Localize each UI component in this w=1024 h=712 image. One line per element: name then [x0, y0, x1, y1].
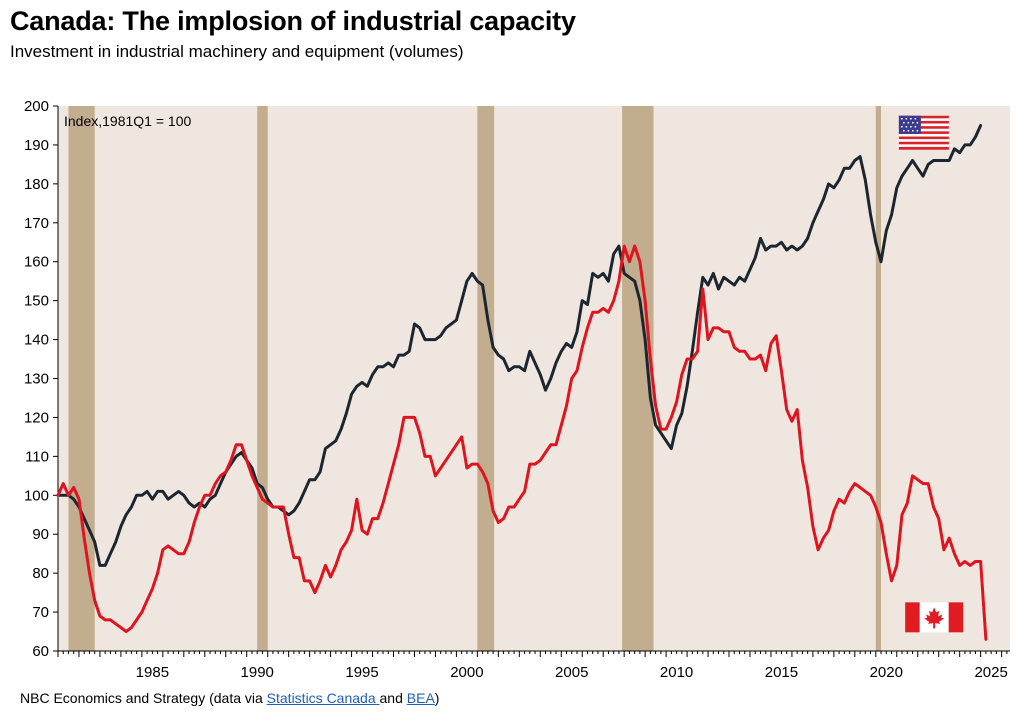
y-tick-label: 90 — [32, 526, 49, 543]
x-tick-label: 2000 — [450, 664, 483, 681]
chart-svg: 60 70 80 90 100 110 120 130 140 150 160 170 180 190 20… — [24, 98, 1010, 681]
recession-bands — [68, 106, 882, 651]
x-tick-label: 2015 — [765, 664, 798, 681]
index-annotation: Index,1981Q1 = 100 — [64, 113, 191, 129]
y-tick-label: 200 — [24, 98, 49, 115]
us-flag-icon — [898, 115, 949, 150]
x-tick-label: 2020 — [870, 664, 903, 681]
chart-subtitle: Investment in industrial machinery and e… — [10, 42, 464, 61]
series-lines — [56, 124, 988, 641]
bea-link[interactable]: BEA — [406, 690, 435, 706]
y-tick-label: 160 — [24, 254, 49, 271]
recession-band — [68, 106, 95, 651]
usa-series-line — [56, 124, 983, 567]
y-tick-label: 80 — [32, 565, 49, 582]
y-tick-label: 150 — [24, 293, 49, 310]
source-suffix: ) — [434, 690, 440, 706]
y-tick-label: 130 — [24, 371, 49, 388]
y-tick-label: 100 — [24, 487, 49, 504]
y-tick-label: 140 — [24, 332, 49, 349]
recession-band — [875, 106, 882, 651]
plot-background — [58, 106, 1010, 651]
axes: 60 70 80 90 100 110 120 130 140 150 160 170 180 190 20… — [24, 98, 1010, 681]
x-tick-label: 2005 — [555, 664, 588, 681]
recession-band — [257, 106, 268, 651]
y-tick-label: 120 — [24, 409, 49, 426]
chart-title: Canada: The implosion of industrial capa… — [10, 6, 576, 36]
x-tick-label: 1990 — [241, 664, 274, 681]
source-prefix: NBC Economics and Strategy (data via — [20, 690, 267, 706]
y-tick-label: 110 — [25, 448, 49, 465]
y-tick-label: 60 — [32, 643, 49, 660]
x-tick-label: 2025 — [974, 664, 1007, 681]
recession-band — [477, 106, 495, 651]
source-note: NBC Economics and Strategy (data via Sta… — [20, 690, 439, 706]
y-tick-label: 180 — [24, 176, 49, 193]
y-tick-label: 70 — [32, 604, 49, 621]
source-middle: and — [379, 690, 407, 706]
statistics-canada-link[interactable]: Statistics Canada — [266, 690, 380, 706]
y-tick-label: 190 — [24, 137, 49, 154]
x-tick-label: 2010 — [660, 664, 693, 681]
y-tick-label: 170 — [24, 215, 49, 232]
canada-series-line — [56, 244, 988, 641]
x-tick-label: 1985 — [136, 664, 169, 681]
canada-flag-icon — [905, 602, 964, 633]
x-tick-label: 1995 — [345, 664, 378, 681]
